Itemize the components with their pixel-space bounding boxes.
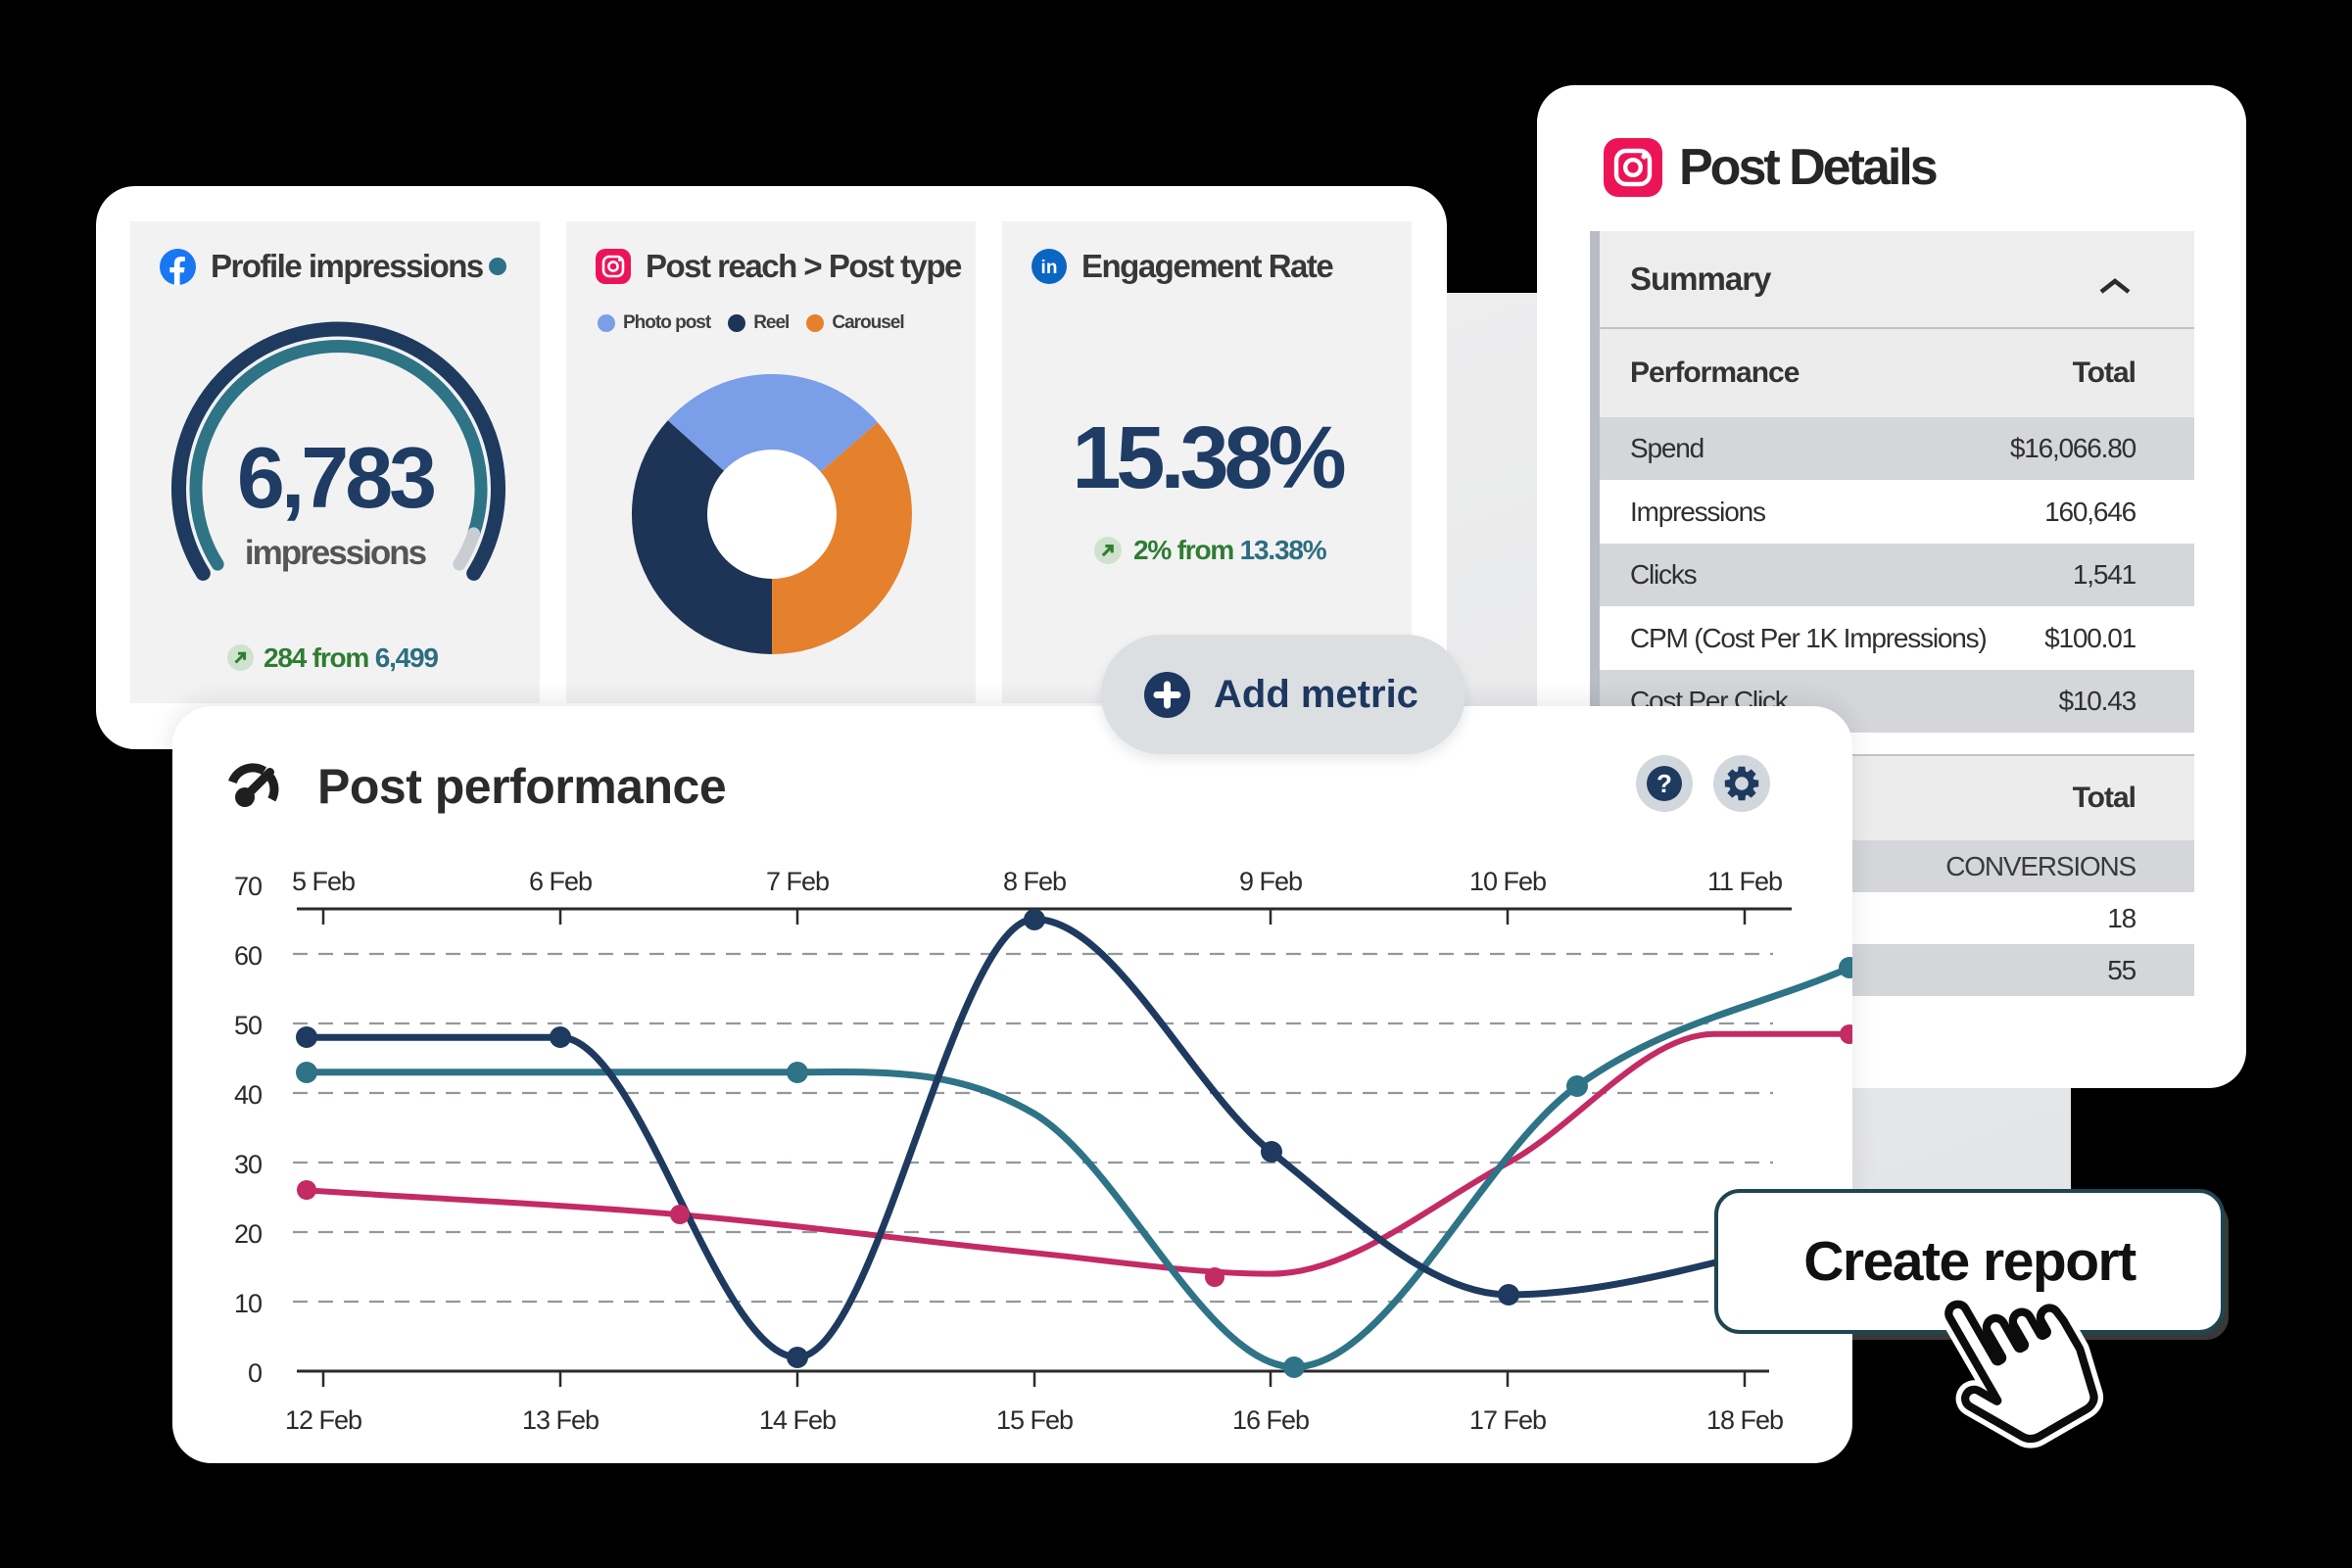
svg-text:in: in <box>1041 258 1058 278</box>
svg-text:8 Feb: 8 Feb <box>1003 867 1066 896</box>
svg-text:14 Feb: 14 Feb <box>759 1405 836 1435</box>
svg-text:10: 10 <box>234 1289 262 1318</box>
svg-text:20: 20 <box>234 1219 262 1249</box>
svg-text:9 Feb: 9 Feb <box>1239 867 1302 896</box>
svg-text:?: ? <box>1656 769 1672 798</box>
svg-text:30: 30 <box>234 1150 262 1179</box>
svg-text:13 Feb: 13 Feb <box>522 1405 599 1435</box>
svg-text:17 Feb: 17 Feb <box>1469 1405 1546 1435</box>
svg-text:16 Feb: 16 Feb <box>1232 1405 1309 1435</box>
svg-text:11 Feb: 11 Feb <box>1707 867 1782 896</box>
svg-text:15 Feb: 15 Feb <box>996 1405 1073 1435</box>
svg-text:40: 40 <box>234 1080 262 1110</box>
svg-text:7 Feb: 7 Feb <box>766 867 829 896</box>
svg-text:5 Feb: 5 Feb <box>292 867 355 896</box>
svg-text:6 Feb: 6 Feb <box>529 867 592 896</box>
svg-text:60: 60 <box>234 941 262 971</box>
svg-text:18 Feb: 18 Feb <box>1706 1405 1783 1435</box>
svg-text:12 Feb: 12 Feb <box>285 1405 361 1435</box>
svg-text:10 Feb: 10 Feb <box>1469 867 1546 896</box>
svg-text:70: 70 <box>234 872 262 901</box>
svg-text:0: 0 <box>248 1358 262 1388</box>
svg-text:50: 50 <box>234 1011 262 1040</box>
